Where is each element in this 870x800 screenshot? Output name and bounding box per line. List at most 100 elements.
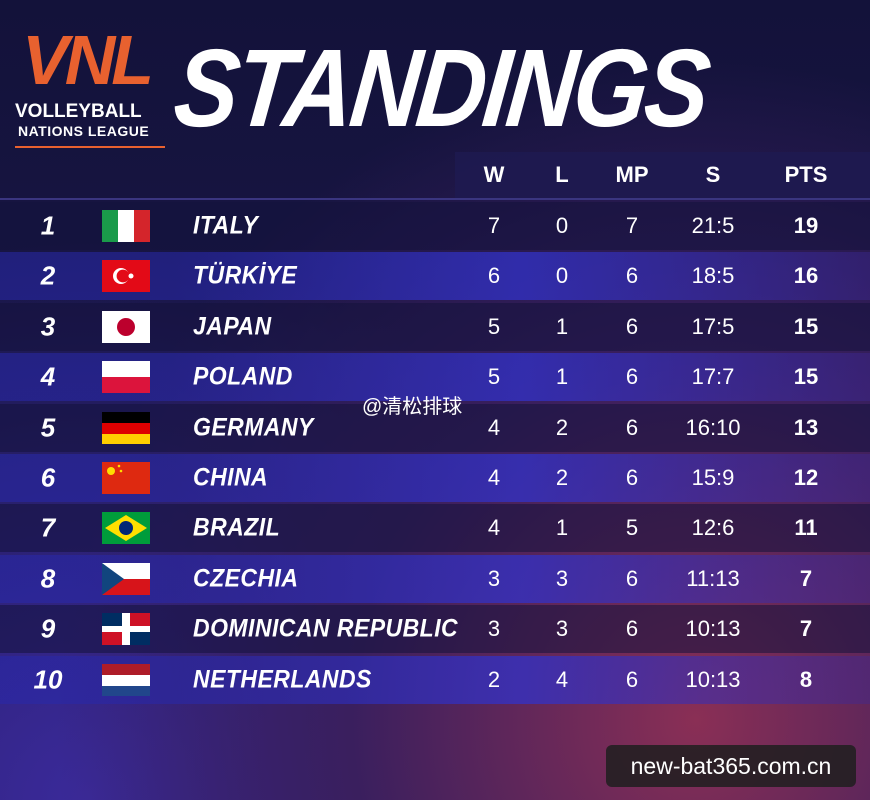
team-name: BRAZIL	[193, 513, 281, 542]
stat-l: 2	[555, 465, 569, 490]
rank: 9	[40, 613, 56, 644]
logo-text: NATIONS LEAGUE	[18, 123, 150, 139]
flag-part	[102, 210, 118, 242]
flag-part	[119, 521, 133, 536]
column-header: S	[705, 162, 721, 187]
team-name: DOMINICAN REPUBLIC	[193, 614, 459, 643]
stat-s: 17:7	[691, 364, 735, 390]
rank: 4	[40, 361, 56, 392]
rank: 7	[40, 512, 56, 543]
stat-s: 10:13	[685, 616, 741, 642]
stat-mp: 6	[625, 263, 639, 289]
stat-w: 6	[487, 263, 501, 289]
watermark: @清松排球	[362, 396, 463, 418]
flag-part	[102, 377, 150, 394]
stat-mp: 6	[625, 364, 639, 390]
logo-text: VOLLEYBALL	[15, 101, 142, 122]
flag-part	[130, 613, 150, 627]
stat-pts: 8	[799, 666, 813, 692]
flag	[102, 260, 150, 293]
flag-part	[118, 210, 134, 242]
stat-mp: 6	[625, 313, 639, 339]
rank: 5	[40, 412, 56, 443]
team-name: CHINA	[193, 463, 269, 492]
team-name: CZECHIA	[193, 564, 299, 593]
rank: 1	[40, 210, 56, 241]
stat-w: 5	[487, 313, 501, 339]
team-name: GERMANY	[193, 413, 314, 442]
flag-part	[119, 469, 123, 473]
flag	[102, 310, 150, 343]
stat-w: 4	[487, 414, 501, 440]
flag	[102, 361, 150, 394]
flag	[102, 411, 150, 444]
flag-part	[102, 632, 122, 646]
stat-w: 5	[487, 364, 501, 390]
flag-part	[102, 433, 150, 444]
flag	[102, 562, 150, 595]
flag	[102, 462, 150, 494]
header-band	[455, 152, 870, 198]
stat-s: 21:5	[691, 213, 735, 238]
flag-part	[130, 632, 150, 646]
divider	[0, 198, 870, 200]
team-name: ITALY	[193, 211, 259, 240]
stat-mp: 6	[625, 666, 639, 692]
team-name: TÜRKİYE	[193, 261, 298, 290]
flag-part	[102, 613, 122, 627]
stat-pts: 7	[799, 616, 813, 642]
stat-mp: 5	[625, 515, 639, 541]
stat-l: 3	[555, 616, 569, 642]
stat-l: 0	[555, 263, 569, 289]
stat-l: 0	[555, 213, 569, 238]
column-header: MP	[615, 162, 649, 187]
team-name: NETHERLANDS	[193, 665, 372, 694]
team-name: JAPAN	[193, 312, 272, 341]
column-header: L	[555, 162, 569, 187]
stat-l: 1	[555, 515, 569, 541]
rank: 3	[40, 311, 56, 342]
stat-w: 3	[487, 616, 501, 642]
stat-l: 3	[555, 565, 569, 591]
rank: 8	[40, 563, 56, 594]
flag-part	[102, 361, 150, 378]
flag-part	[102, 685, 150, 696]
stat-s: 10:13	[685, 666, 741, 692]
team-name: POLAND	[193, 362, 293, 391]
divider	[15, 146, 165, 148]
rank: 10	[33, 664, 63, 695]
flag-part	[102, 663, 150, 675]
stat-pts: 7	[799, 565, 813, 591]
stat-mp: 6	[625, 616, 639, 642]
stat-w: 4	[487, 515, 501, 541]
stat-s: 11:13	[686, 565, 740, 591]
stat-s: 15:9	[691, 465, 735, 490]
stat-s: 16:10	[685, 414, 741, 440]
stat-w: 3	[487, 565, 501, 591]
stat-s: 12:6	[691, 515, 735, 541]
stat-l: 1	[555, 364, 569, 390]
stat-pts: 11	[794, 515, 818, 541]
stat-l: 2	[555, 414, 569, 440]
flag	[102, 512, 150, 545]
flag-part	[102, 462, 150, 494]
stat-mp: 6	[625, 414, 639, 440]
column-header: PTS	[784, 162, 828, 187]
flag	[102, 210, 150, 242]
stat-pts: 12	[793, 465, 819, 490]
rank: 2	[40, 260, 56, 291]
stat-mp: 6	[625, 465, 639, 490]
stat-pts: 15	[793, 364, 819, 390]
column-header: W	[483, 162, 505, 187]
stat-s: 17:5	[691, 313, 735, 339]
flag-part	[134, 210, 150, 242]
stat-s: 18:5	[691, 263, 735, 289]
logo-mark: VNL	[22, 21, 154, 99]
title: STANDINGS	[168, 27, 714, 151]
stat-l: 1	[555, 313, 569, 339]
stat-pts: 19	[793, 213, 819, 238]
stat-pts: 16	[793, 263, 819, 289]
flag-part	[117, 317, 135, 336]
stat-pts: 15	[793, 313, 819, 339]
